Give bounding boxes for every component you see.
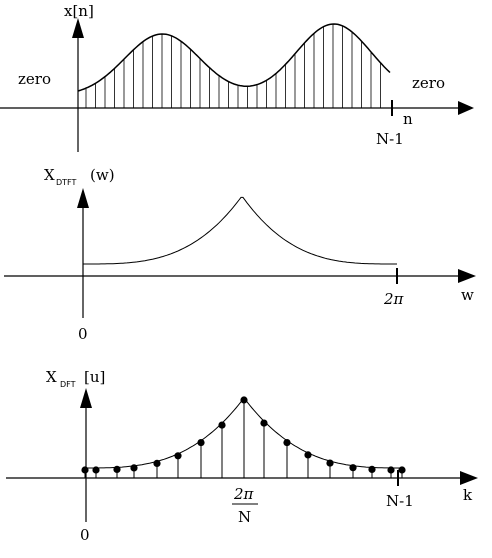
signal-y-label: x[n] bbox=[64, 2, 94, 20]
dft-sample-dot bbox=[368, 465, 376, 473]
dtft-panel: X DTFT (w) 0 2π w bbox=[4, 166, 476, 343]
dft-sample-dot bbox=[398, 466, 406, 474]
dft-sample-dot bbox=[197, 439, 205, 447]
signal-envelope-curve bbox=[77, 23, 391, 92]
dft-y-label-subscript: DFT bbox=[60, 380, 76, 389]
dft-mid-tick-denominator: N bbox=[238, 508, 251, 526]
dft-y-label-main: X bbox=[46, 368, 57, 386]
signal-vertical-arrowhead bbox=[72, 18, 84, 38]
dft-sample-dot bbox=[218, 421, 226, 429]
dft-sample-dot bbox=[349, 464, 357, 472]
dft-sample-dot bbox=[260, 419, 268, 427]
dft-panel: X DFT [u] 0 2π N N-1 k bbox=[6, 368, 478, 544]
signal-panel: x[n] zero zero n N-1 bbox=[0, 2, 474, 152]
signal-right-zero-note: zero bbox=[412, 74, 445, 92]
dtft-spectrum-curve bbox=[83, 196, 397, 265]
signal-stems bbox=[85, 24, 381, 108]
dft-axis-variable: k bbox=[463, 486, 473, 504]
signal-left-zero-note: zero bbox=[18, 70, 51, 88]
dtft-y-label-argument: (w) bbox=[90, 166, 115, 184]
dtft-vertical-arrowhead bbox=[77, 188, 89, 208]
dtft-horizontal-arrowhead bbox=[458, 269, 476, 283]
dtft-origin-label: 0 bbox=[78, 325, 88, 343]
dft-sample-dot bbox=[92, 466, 100, 474]
dtft-axis-variable: w bbox=[461, 286, 474, 304]
dtft-y-label-main: X bbox=[44, 166, 55, 184]
dft-sample-dot bbox=[283, 439, 291, 447]
dft-sample-dot bbox=[240, 396, 248, 404]
dft-sample-dot bbox=[81, 466, 89, 474]
dft-sample-dot bbox=[326, 459, 334, 467]
signal-axis-variable: n bbox=[403, 110, 413, 128]
dft-samples bbox=[81, 396, 406, 478]
dft-origin-label: 0 bbox=[80, 526, 90, 544]
dft-sample-dot bbox=[387, 466, 395, 474]
dft-y-label-argument: [u] bbox=[84, 368, 105, 386]
dft-sample-dot bbox=[174, 452, 182, 460]
signal-end-tick-label: N-1 bbox=[376, 130, 404, 148]
dtft-period-label: 2π bbox=[383, 290, 405, 308]
dft-end-tick-label: N-1 bbox=[386, 492, 414, 510]
signal-horizontal-arrowhead bbox=[458, 101, 474, 115]
dft-sample-dot bbox=[153, 459, 161, 467]
dft-sample-dot bbox=[130, 464, 138, 472]
dft-mid-tick-numerator: 2π bbox=[233, 485, 255, 503]
dft-horizontal-arrowhead bbox=[460, 471, 478, 485]
dft-sample-dot bbox=[113, 465, 121, 473]
dft-sample-dot bbox=[304, 451, 312, 459]
dtft-y-label-subscript: DTFT bbox=[56, 178, 77, 187]
dft-vertical-arrowhead bbox=[80, 388, 92, 408]
